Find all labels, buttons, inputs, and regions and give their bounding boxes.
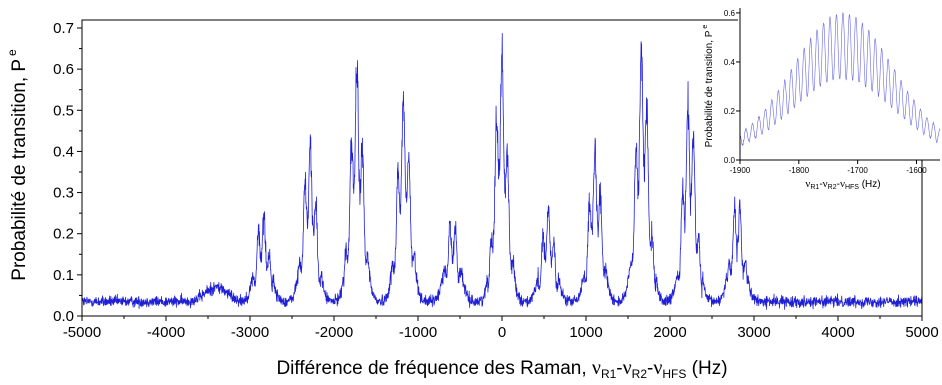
inset-y-axis-title: Probabilité de transition, Pe [702, 25, 715, 148]
inset-series-path [739, 12, 941, 146]
inset-x-tick-labels: -1900 -1800 -1700 -1600 [730, 166, 927, 175]
main-y-tick-labels: 0.0 0.1 0.2 0.3 0.4 0.5 0.6 0.7 [53, 20, 74, 325]
main-x-tick-label: 2000 [653, 324, 686, 341]
main-x-tick-label: -2000 [315, 324, 353, 341]
inset-x-tick-label: -1600 [906, 166, 927, 175]
main-y-tick-label: 0.4 [53, 143, 74, 160]
inset-y-tick-labels: 0.0 0.2 0.4 0.6 [724, 9, 736, 165]
main-series-line [81, 32, 923, 310]
main-x-tick-label: 0 [498, 324, 506, 341]
inset-y-tick-label: 0.0 [724, 156, 736, 165]
main-y-tick-label: 0.5 [53, 102, 74, 119]
main-x-tick-label: -4000 [147, 324, 185, 341]
main-y-tick-label: 0.0 [53, 308, 74, 325]
inset-x-tick-label: -1700 [847, 166, 868, 175]
main-x-tick-label: 3000 [737, 324, 770, 341]
main-y-tick-label: 0.1 [53, 267, 74, 284]
main-x-tick-label: -5000 [63, 324, 101, 341]
main-x-tick-labels: -5000 -4000 -3000 -2000 -1000 0 1000 2000 3000 40… [63, 324, 939, 341]
inset-x-axis-title: νR1-νR2-νHFS (Hz) [805, 178, 880, 191]
inset-x-tick-label: -1900 [730, 166, 751, 175]
inset-chart: -1900 -1800 -1700 -1600 0.0 0.2 0.4 0.6 νR1-νR… [702, 8, 941, 191]
inset-background [738, 8, 941, 160]
inset-y-tick-label: 0.2 [724, 107, 736, 116]
main-axes [77, 19, 923, 321]
inset-y-tick-label: 0.4 [724, 58, 736, 67]
main-y-tick-label: 0.3 [53, 185, 74, 202]
inset-y-tick-label: 0.6 [724, 9, 736, 18]
inset-x-tick-label: -1800 [789, 166, 810, 175]
inset-axes [736, 8, 940, 164]
main-x-tick-label: -3000 [231, 324, 269, 341]
inset-series-line [739, 12, 941, 146]
main-y-tick-label: 0.2 [53, 226, 74, 243]
main-y-tick-label: 0.6 [53, 61, 74, 78]
main-x-tick-label: 5000 [905, 324, 938, 341]
main-x-tick-label: 1000 [569, 324, 602, 341]
main-x-tick-label: -1000 [399, 324, 437, 341]
main-series-path [81, 32, 923, 310]
main-y-tick-label: 0.7 [53, 20, 74, 37]
main-y-axis-title: Probabilité de transition, Pe [5, 49, 30, 281]
main-chart: -5000 -4000 -3000 -2000 -1000 0 1000 2000 3000 40… [5, 19, 939, 381]
main-x-tick-label: 4000 [821, 324, 854, 341]
main-x-axis-title: Différence de fréquence des Raman, νR1-ν… [276, 357, 727, 381]
